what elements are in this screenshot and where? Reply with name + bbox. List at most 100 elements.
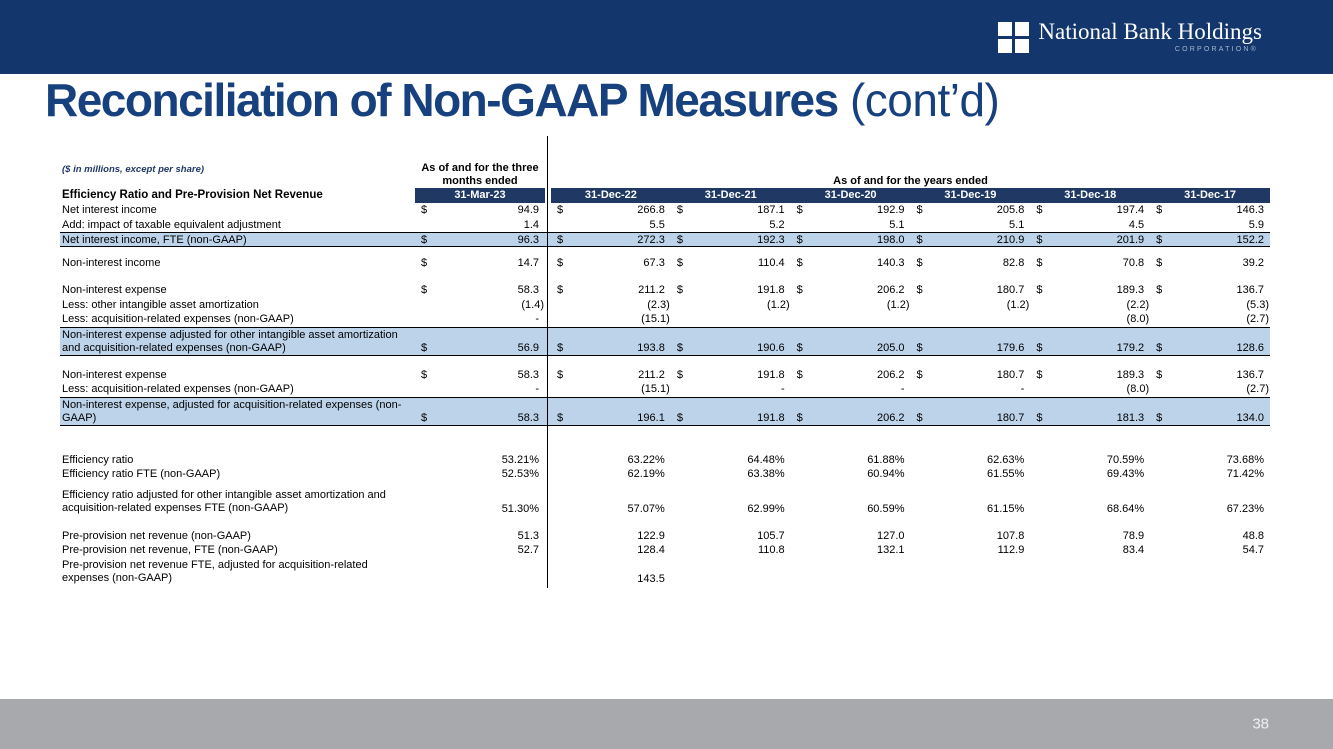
cell-value: 5.1 [1009, 218, 1025, 231]
table-pre-header: ($ in millions, except per share) As of … [60, 155, 1270, 188]
logo-text: National Bank Holdings CORPORATION® [1038, 20, 1262, 54]
table-body: Efficiency Ratio and Pre-Provision Net R… [60, 188, 1270, 587]
table-cell: $189.3 [1030, 368, 1150, 383]
dollar-sign: $ [1036, 412, 1043, 424]
table-cell: 63.22% [551, 453, 671, 468]
table-cell: $56.9 [415, 328, 545, 356]
reconciliation-table: ($ in millions, except per share) As of … [60, 136, 1270, 588]
table-cell: 5.5 [551, 218, 671, 233]
page-title: Reconciliation of Non-GAAP Measures (con… [45, 74, 1000, 126]
table-header-row: Efficiency Ratio and Pre-Provision Net R… [60, 188, 1270, 203]
cell-value: 266.8 [637, 204, 665, 216]
logo-squares-icon [998, 21, 1030, 53]
cell-value: 198.0 [876, 234, 905, 246]
cell-value: 187.1 [757, 204, 785, 216]
table-row: Net interest income, FTE (non-GAAP) $96.3… [60, 232, 1270, 247]
cell-value: 1.4 [523, 218, 539, 231]
table-cell: (1.2) [791, 298, 911, 313]
cell-value: 56.9 [517, 342, 539, 354]
dollar-sign: $ [1036, 204, 1043, 216]
column-header: 31-Dec-20 [790, 188, 911, 203]
cell-value: 152.2 [1236, 234, 1264, 246]
table-cell: $206.2 [791, 283, 911, 298]
table-cell: $67.3 [551, 256, 671, 271]
cell-value: 60.59% [867, 503, 905, 515]
table-cell: (1.2) [671, 298, 791, 313]
table-cell: $205.8 [911, 203, 1031, 218]
table-cell: 61.55% [911, 467, 1031, 482]
column-header: 31-Dec-17 [1150, 188, 1270, 203]
cell-value: 58.3 [517, 284, 539, 296]
table-cell: $136.7 [1150, 283, 1270, 298]
cell-value: 53.21% [501, 453, 539, 466]
table-cell: (8.0) [1030, 382, 1150, 397]
dollar-sign: $ [676, 204, 683, 216]
table-row: Pre-provision net revenue FTE, adjusted … [60, 558, 1270, 587]
table-cell: $211.2 [551, 283, 671, 298]
cell-value: 180.7 [996, 368, 1025, 381]
table-cell: - [671, 382, 791, 397]
dollar-sign: $ [1156, 256, 1163, 269]
table-cell: $58.3 [415, 283, 545, 298]
cell-value: (15.1) [641, 313, 670, 325]
table-cell: 52.7 [415, 543, 545, 558]
table-row: Non-interest expense $58.3 $211.2 $191.8 $20… [60, 368, 1270, 383]
table-cell: $192.3 [671, 233, 791, 248]
cell-value: 5.9 [1248, 218, 1264, 231]
table-cell: $179.2 [1030, 328, 1150, 356]
cell-value: 62.19% [627, 468, 665, 480]
table-cell [791, 312, 911, 327]
table-cell: 83.4 [1030, 543, 1150, 558]
cell-value: 190.6 [757, 342, 785, 354]
cell-value: 191.8 [757, 412, 785, 424]
dollar-sign: $ [676, 342, 683, 354]
table-cell: $58.3 [415, 368, 545, 383]
dollar-sign: $ [1156, 342, 1163, 354]
cell-value: - [535, 313, 539, 325]
dollar-sign: $ [796, 284, 803, 296]
row-label: Non-interest income [62, 256, 161, 269]
table-cell: 105.7 [671, 529, 791, 544]
column-header: 31-Mar-23 [415, 188, 545, 203]
table-cell: 127.0 [791, 529, 911, 544]
cell-value: (1.2) [886, 298, 910, 311]
dollar-sign: $ [421, 368, 428, 381]
table-cell: - [415, 312, 545, 327]
cell-value: 179.6 [996, 342, 1025, 354]
dollar-sign: $ [916, 284, 923, 296]
cell-value: 63.22% [627, 453, 665, 466]
cell-value: (2.7) [1246, 383, 1269, 395]
table-cell: 112.9 [911, 543, 1031, 558]
dollar-sign: $ [421, 204, 428, 216]
cell-value: - [1020, 383, 1025, 395]
cell-value: 67.23% [1226, 503, 1264, 515]
column-header: 31-Dec-21 [670, 188, 791, 203]
dollar-sign: $ [1036, 234, 1043, 246]
dollar-sign: $ [557, 412, 564, 424]
table-cell: $190.6 [671, 328, 791, 356]
cell-value: 110.4 [757, 256, 785, 269]
cell-value: 48.8 [1242, 529, 1264, 542]
cell-value: 61.15% [987, 503, 1025, 515]
table-cell: $191.8 [671, 398, 791, 426]
cell-value: 83.4 [1122, 544, 1145, 556]
cell-value: 201.9 [1116, 234, 1145, 246]
table-cell: (2.2) [1030, 298, 1150, 313]
row-label: Pre-provision net revenue (non-GAAP) [62, 529, 251, 542]
column-divider-line [547, 136, 548, 588]
row-label: Pre-provision net revenue, FTE (non-GAAP… [62, 544, 278, 556]
table-cell: $110.4 [671, 256, 791, 271]
cell-value: 52.53% [501, 468, 539, 480]
dollar-sign: $ [916, 342, 923, 354]
cell-value: 136.7 [1236, 368, 1264, 381]
cell-value: 61.88% [867, 453, 905, 466]
cell-value: 52.7 [517, 544, 539, 556]
table-cell: $94.9 [415, 203, 545, 218]
column-header: 31-Dec-22 [551, 188, 671, 203]
cell-value: 179.2 [1116, 342, 1145, 354]
row-spacer [60, 356, 1270, 368]
table-cell: 48.8 [1150, 529, 1270, 544]
table-row: Non-interest expense $58.3 $211.2 $191.8 $20… [60, 283, 1270, 298]
cell-value: 70.59% [1106, 453, 1145, 466]
